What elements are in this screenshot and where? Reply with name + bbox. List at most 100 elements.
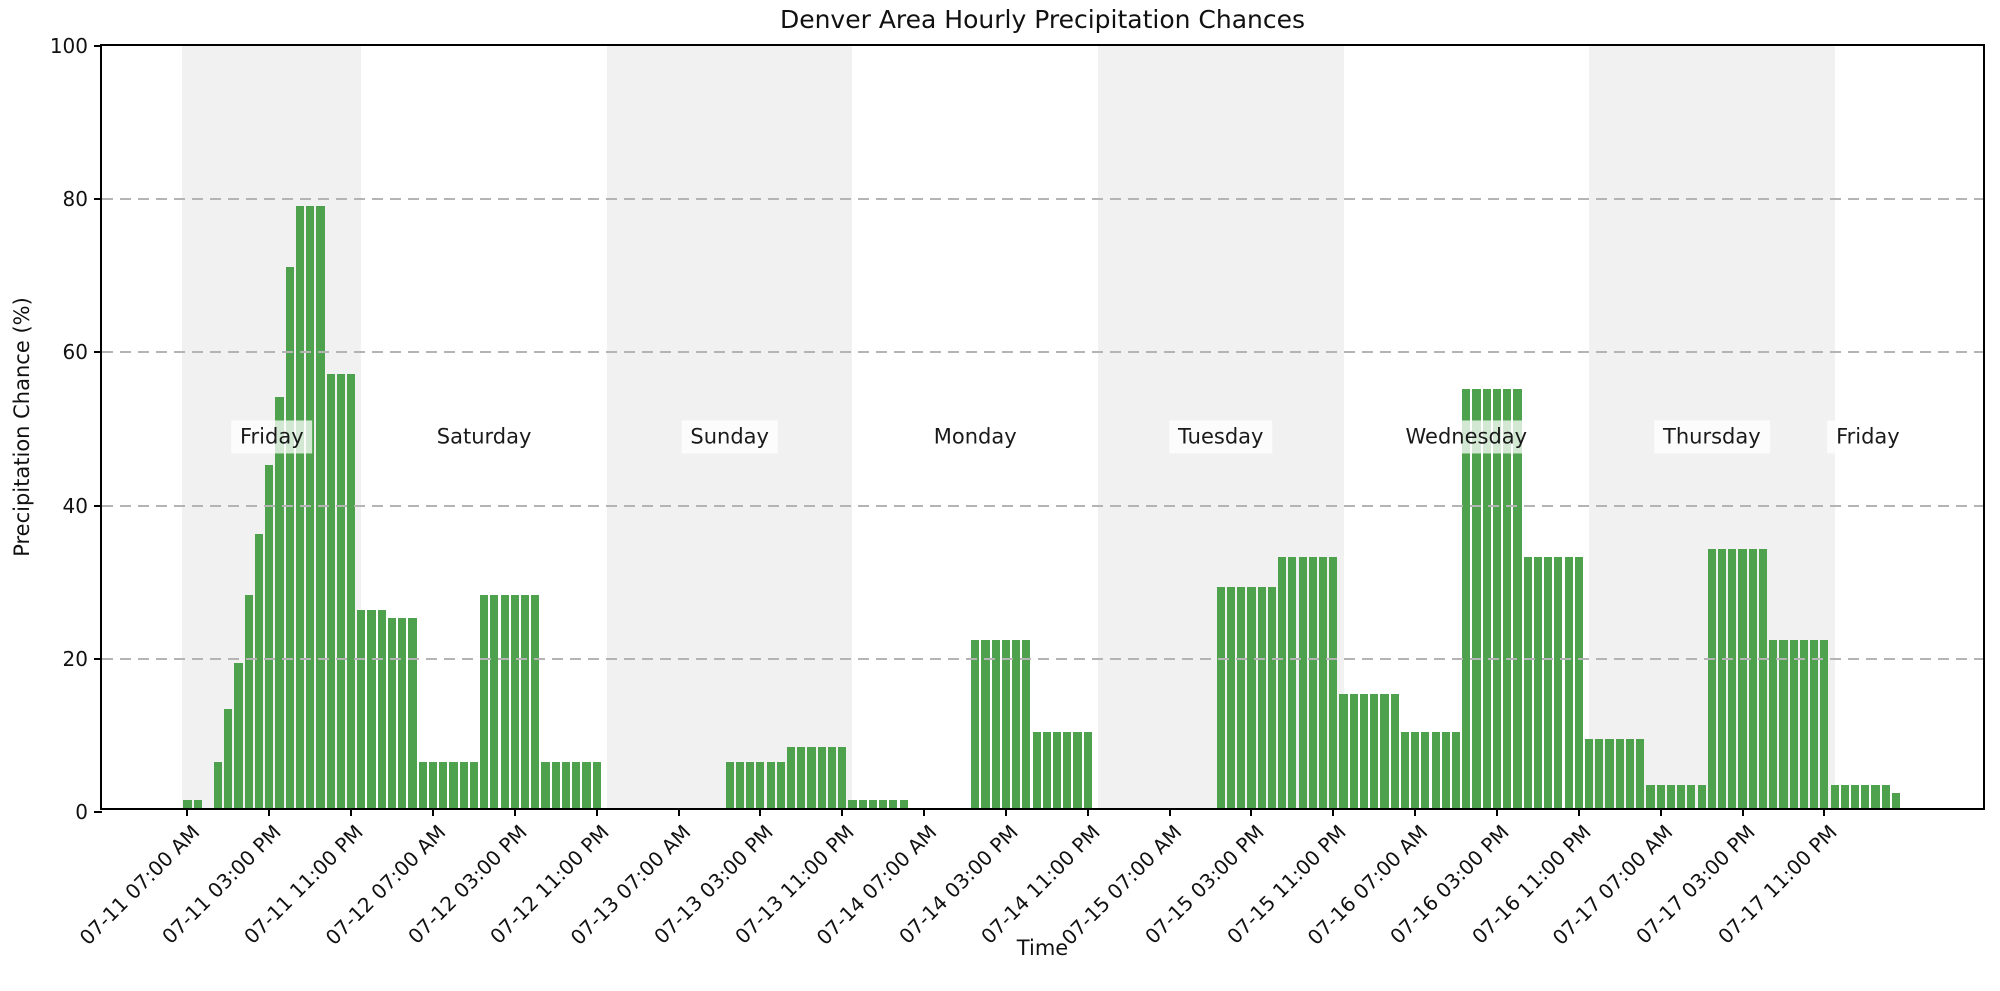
bar [1308, 556, 1317, 808]
x-tick-mark [1332, 808, 1335, 816]
bar [285, 266, 294, 808]
bar [1380, 693, 1389, 808]
bar [1881, 785, 1890, 808]
bar [1216, 587, 1225, 808]
bar [1738, 548, 1747, 808]
bar [510, 594, 519, 808]
x-tick-mark [595, 808, 598, 816]
y-tick-mark [94, 198, 102, 201]
bar [1656, 785, 1665, 808]
bar [1564, 556, 1573, 808]
bar [797, 747, 806, 808]
x-tick-mark [268, 808, 271, 816]
bar [367, 609, 376, 808]
bar [265, 465, 274, 808]
bar [1840, 785, 1849, 808]
day-label: Friday [231, 420, 313, 454]
bar [439, 762, 448, 808]
bar [408, 617, 417, 808]
bar [971, 640, 980, 808]
bar [1728, 548, 1737, 808]
bar [469, 762, 478, 808]
bar [889, 800, 898, 808]
gridline [102, 657, 1983, 660]
gridline [102, 504, 1983, 507]
bar [1503, 388, 1512, 808]
y-tick-label: 40 [62, 493, 88, 518]
bar [418, 762, 427, 808]
bar [183, 800, 192, 808]
y-tick-mark [94, 351, 102, 354]
x-tick-mark [1741, 808, 1744, 816]
bar [387, 617, 397, 808]
bar [1052, 731, 1062, 808]
bar [224, 708, 233, 808]
bar [1063, 731, 1072, 808]
bar [1349, 693, 1358, 808]
bar [1237, 587, 1246, 808]
bar [1789, 640, 1798, 808]
bar [1861, 785, 1870, 808]
y-tick-mark [94, 811, 102, 813]
x-tick-mark [431, 808, 434, 816]
bar [1431, 731, 1440, 808]
gridline [102, 351, 1983, 354]
bar [398, 617, 407, 808]
bar [1247, 587, 1256, 808]
plot-area: Friday Saturday Sunday Monday Tuesday Wednesd… [50, 34, 1985, 950]
bar [1513, 388, 1522, 808]
bar [1370, 693, 1379, 808]
bar [1318, 556, 1328, 808]
x-tick-mark [1414, 808, 1417, 816]
bar [1278, 556, 1287, 808]
bar [1687, 785, 1696, 808]
bar [572, 762, 581, 808]
bar [1779, 640, 1788, 808]
bar [234, 663, 243, 808]
y-tick-label: 80 [62, 187, 88, 212]
x-tick-mark [1086, 808, 1089, 816]
bar [326, 373, 335, 808]
bar [347, 373, 356, 808]
bar [848, 800, 857, 808]
bar [1605, 739, 1614, 808]
day-label: Monday [924, 420, 1026, 454]
bar [1421, 731, 1430, 808]
y-tick-mark [94, 504, 102, 507]
bar [1574, 556, 1583, 808]
bar [1666, 785, 1676, 808]
x-tick-mark [1659, 808, 1662, 816]
bar [1799, 640, 1809, 808]
bar [1042, 731, 1051, 808]
bar [1400, 731, 1410, 808]
bar [838, 747, 847, 808]
bar [1820, 640, 1829, 808]
bar [193, 800, 202, 808]
x-tick-mark [513, 808, 516, 816]
bar [725, 762, 734, 808]
bar [1001, 640, 1010, 808]
bar [746, 762, 755, 808]
bar [1585, 739, 1594, 808]
y-tick-label: 60 [62, 340, 88, 365]
bar [1073, 731, 1082, 808]
bar [459, 762, 468, 808]
bar [316, 206, 325, 808]
bar [991, 640, 1000, 808]
x-tick-mark [677, 808, 680, 816]
y-tick-label: 0 [75, 800, 88, 824]
bar [1533, 556, 1543, 808]
x-tick-mark [350, 808, 353, 816]
bar [868, 800, 877, 808]
y-tick-mark [94, 657, 102, 660]
bar [756, 762, 765, 808]
bar [1083, 731, 1092, 808]
day-label: Friday [1827, 420, 1909, 454]
day-label: Thursday [1654, 420, 1770, 454]
bar [541, 762, 550, 808]
y-tick-label: 100 [49, 34, 88, 58]
x-tick-mark [186, 808, 189, 816]
bar [1554, 556, 1563, 808]
bar [1012, 640, 1021, 808]
bar [1871, 785, 1880, 808]
